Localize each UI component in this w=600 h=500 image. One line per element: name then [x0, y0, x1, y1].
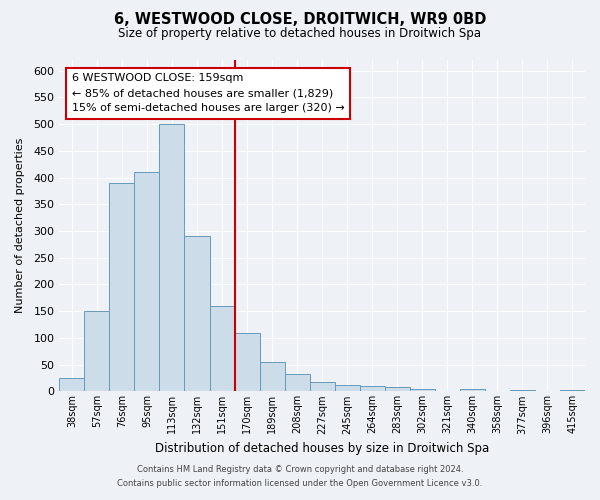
Bar	[260, 362, 284, 392]
Y-axis label: Number of detached properties: Number of detached properties	[15, 138, 25, 314]
Bar	[460, 390, 485, 392]
Bar	[109, 183, 134, 392]
Bar	[184, 236, 209, 392]
Bar	[410, 388, 435, 392]
X-axis label: Distribution of detached houses by size in Droitwich Spa: Distribution of detached houses by size …	[155, 442, 489, 455]
Bar	[560, 390, 585, 392]
Bar	[209, 306, 235, 392]
Text: 6 WESTWOOD CLOSE: 159sqm
← 85% of detached houses are smaller (1,829)
15% of sem: 6 WESTWOOD CLOSE: 159sqm ← 85% of detach…	[72, 74, 344, 113]
Bar	[310, 382, 335, 392]
Bar	[435, 391, 460, 392]
Bar	[284, 374, 310, 392]
Bar	[360, 386, 385, 392]
Text: Contains HM Land Registry data © Crown copyright and database right 2024.
Contai: Contains HM Land Registry data © Crown c…	[118, 466, 482, 487]
Bar	[335, 385, 360, 392]
Bar	[59, 378, 85, 392]
Bar	[510, 390, 535, 392]
Text: Size of property relative to detached houses in Droitwich Spa: Size of property relative to detached ho…	[119, 28, 482, 40]
Text: 6, WESTWOOD CLOSE, DROITWICH, WR9 0BD: 6, WESTWOOD CLOSE, DROITWICH, WR9 0BD	[114, 12, 486, 28]
Bar	[160, 124, 184, 392]
Bar	[235, 332, 260, 392]
Bar	[535, 391, 560, 392]
Bar	[85, 311, 109, 392]
Bar	[385, 387, 410, 392]
Bar	[134, 172, 160, 392]
Bar	[485, 391, 510, 392]
